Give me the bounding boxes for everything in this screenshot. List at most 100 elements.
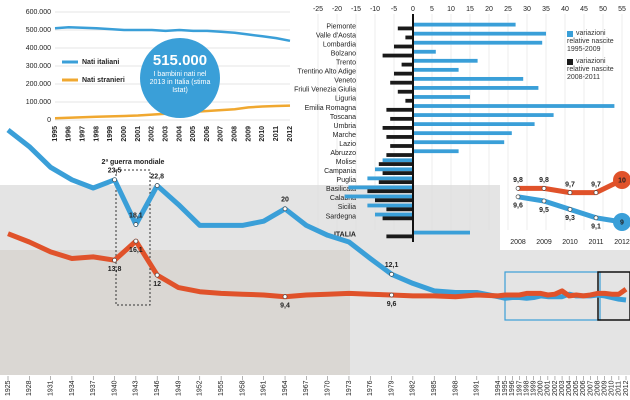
bar [390, 80, 413, 85]
bar [375, 167, 413, 172]
bar [382, 126, 413, 130]
category-label: Friuli Venezia Giulia [294, 87, 356, 94]
x-tick-label: 1964 [282, 380, 289, 396]
x-tick-label: 1998 [523, 380, 530, 396]
category-label: ITALIA [334, 231, 356, 238]
x-tick-label: 1999 [530, 380, 537, 396]
legend-item: variazioni relative nascite 1995-2009 [567, 30, 629, 54]
value-label: 16,1 [129, 247, 143, 254]
x-tick-label: 55 [618, 6, 626, 13]
bar [405, 35, 413, 40]
x-tick-label: 50 [599, 6, 607, 13]
bar [390, 144, 413, 148]
x-tick-label: 1925 [5, 380, 12, 396]
bar [413, 131, 512, 136]
x-tick-label: 1967 [303, 380, 310, 396]
x-tick-label: 2004 [176, 126, 183, 142]
point [567, 190, 573, 195]
category-label: Trento [336, 60, 356, 67]
x-tick-label: 2012 [614, 239, 630, 246]
bar [397, 89, 413, 94]
bar [413, 149, 459, 154]
bar [367, 176, 413, 181]
bar [413, 31, 546, 36]
category-label: Bolzano [331, 50, 356, 57]
x-tick-label: 1934 [69, 380, 76, 396]
value-label: 9,5 [539, 207, 549, 214]
line-series [54, 26, 291, 43]
bar [413, 40, 543, 45]
callout-text: I bambini nati nel 2013 in Italia (stima… [149, 71, 211, 94]
bar [378, 180, 413, 185]
y-tick-label: 100.000 [26, 99, 51, 106]
bar [413, 122, 535, 126]
x-tick-label: 10 [447, 6, 455, 13]
bar [344, 194, 413, 199]
legend-label: variazioni relative nascite 2008-2011 [567, 58, 614, 81]
value-label: 9,7 [591, 181, 601, 188]
value-label: 9,4 [280, 303, 290, 310]
x-tick-label: 1991 [474, 380, 481, 396]
x-tick-label: 1979 [388, 380, 395, 396]
bar [405, 98, 413, 103]
end-marker [613, 171, 630, 189]
x-tick-label: 1946 [154, 380, 161, 396]
bar [382, 216, 413, 221]
category-label: Basilicata [326, 186, 356, 193]
x-tick-label: 2011 [588, 239, 603, 246]
x-tick-label: 5 [430, 6, 434, 13]
point [389, 292, 394, 298]
x-tick-label: -10 [370, 6, 380, 13]
war-annotation: 2ª guerra mondiale [102, 159, 165, 166]
x-tick-label: 1952 [197, 380, 204, 396]
bar [397, 26, 413, 31]
value-label: 9,6 [387, 301, 397, 308]
x-tick-label: 2000 [121, 126, 128, 142]
x-tick-label: 1985 [431, 380, 438, 396]
x-tick-label: 45 [580, 6, 588, 13]
war-box [115, 169, 151, 306]
point [515, 194, 521, 200]
x-tick-label: 2011 [273, 126, 280, 141]
x-tick-label: 1970 [324, 380, 331, 396]
x-tick-label: 1976 [367, 380, 374, 396]
x-tick-label: 2010 [562, 239, 578, 246]
bar [413, 104, 615, 108]
x-tick-label: 1928 [26, 380, 33, 396]
x-tick-label: 1995 [502, 380, 509, 396]
bar [413, 76, 524, 81]
point [567, 207, 573, 212]
bar [394, 44, 413, 49]
recent-chart: 2008 2009 2010 2011 2012 9,8 9,8 9,7 9,7 10 9,6 9,5… [510, 171, 630, 246]
x-tick-label: 1961 [261, 380, 268, 396]
line-series [7, 231, 628, 300]
x-tick-label: 2009 [245, 126, 252, 142]
bar [386, 207, 413, 212]
x-tick-label: 2006 [580, 380, 587, 396]
point [593, 215, 599, 221]
value-label: 9,6 [513, 203, 523, 210]
bar [382, 158, 413, 163]
bar [413, 230, 470, 235]
x-tick-label: 25 [504, 6, 512, 13]
x-tick-label: 2008 [594, 380, 601, 396]
y-tick-label: 200.000 [26, 81, 51, 88]
value-label: 23,5 [108, 168, 122, 175]
y-tick-label: 500.000 [26, 27, 51, 34]
x-tick-label: 2000 [538, 380, 545, 396]
value-label: 20 [281, 197, 289, 204]
category-label: Calabria [330, 195, 356, 202]
bar [413, 67, 459, 72]
bar [386, 135, 413, 139]
category-label: Liguria [335, 96, 356, 103]
x-tick-label: 1996 [66, 126, 73, 142]
x-tick-label: 2010 [609, 380, 616, 396]
x-tick-label: -5 [391, 6, 397, 13]
category-label: Toscana [330, 114, 356, 121]
y-tick-label: 0 [47, 117, 51, 124]
value-label: 22,8 [150, 173, 164, 180]
x-tick-label: 1996 [509, 380, 516, 396]
value-label: 18,1 [129, 212, 143, 219]
x-tick-label: 40 [561, 6, 569, 13]
